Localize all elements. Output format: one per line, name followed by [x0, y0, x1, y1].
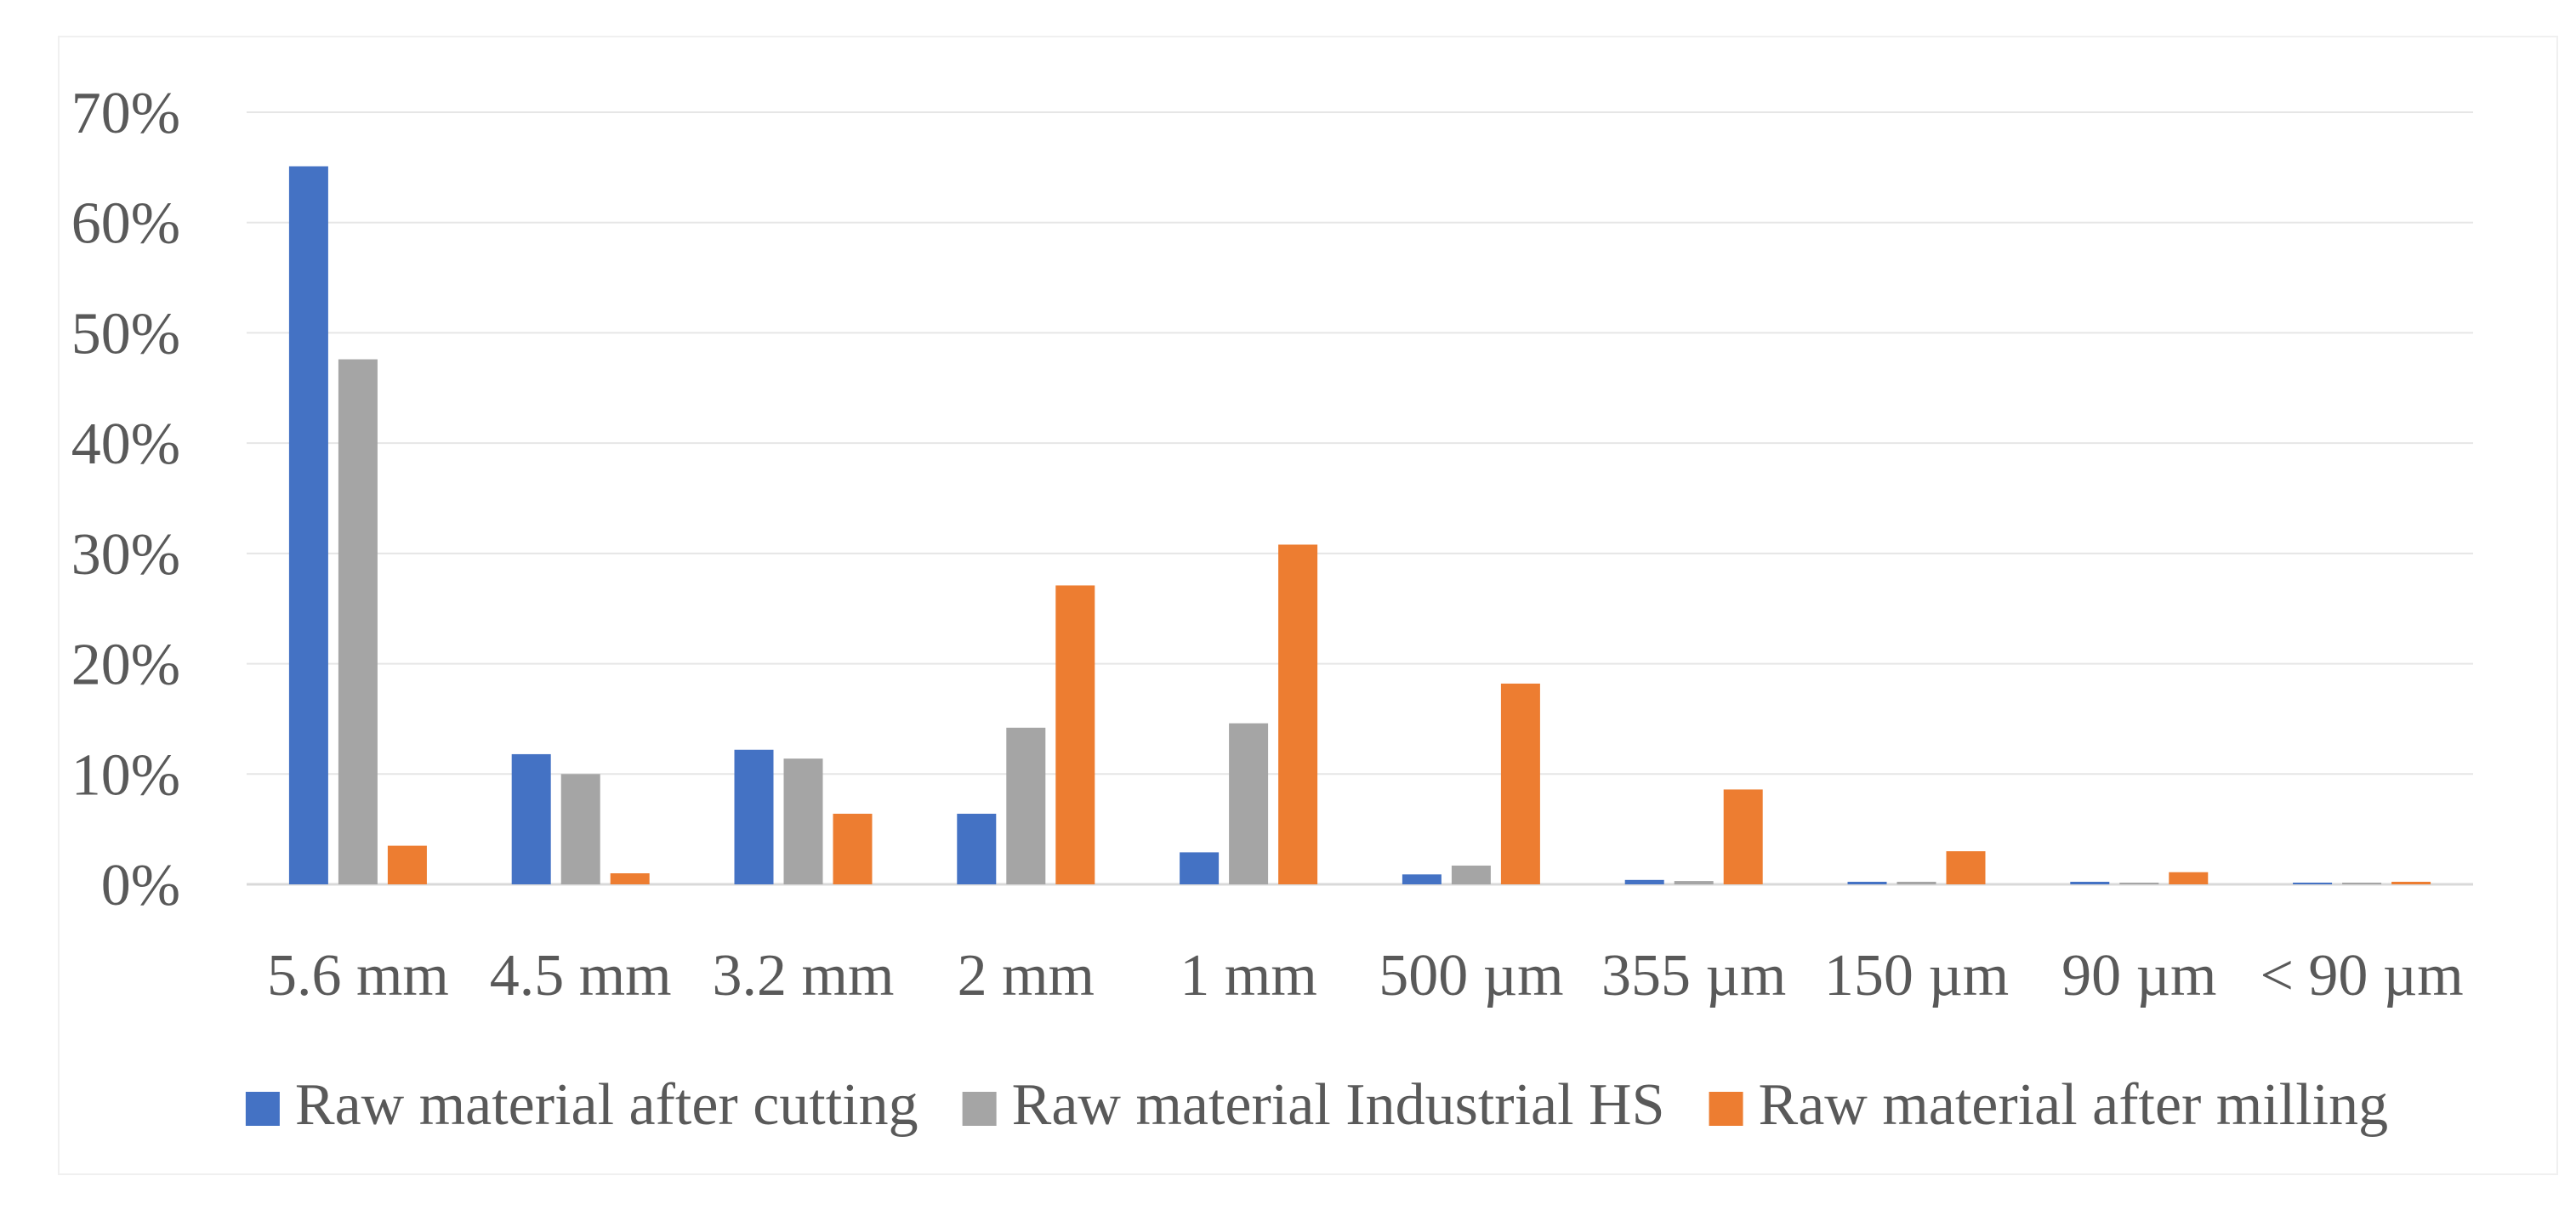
legend-swatch: [245, 1092, 280, 1126]
legend-swatch: [1709, 1092, 1743, 1126]
bar: [2342, 883, 2382, 884]
y-tick-label: 40%: [71, 412, 180, 477]
x-tick-label: 90 µm: [2061, 943, 2216, 1008]
y-tick-label: 10%: [71, 742, 180, 808]
legend-label: Raw material after cutting: [295, 1072, 918, 1138]
bar: [734, 749, 774, 884]
x-tick-label: 2 mm: [958, 943, 1095, 1008]
legend-item: Raw material after cutting: [245, 1072, 918, 1138]
x-tick-label: 500 µm: [1379, 943, 1563, 1008]
bar: [1402, 874, 1442, 884]
bar: [1723, 789, 1763, 884]
bar: [610, 873, 650, 884]
y-tick-label: 70%: [71, 81, 180, 146]
legend-label: Raw material Industrial HS: [1012, 1072, 1665, 1138]
legend-item: Raw material after milling: [1709, 1072, 2389, 1138]
x-tick-label: 150 µm: [1824, 943, 2009, 1008]
bars-layer: [288, 166, 2431, 884]
legend-label: Raw material after milling: [1759, 1072, 2389, 1138]
y-tick-label: 30%: [71, 522, 180, 588]
bar: [288, 166, 328, 884]
bar: [1500, 683, 1540, 884]
bar: [1451, 865, 1491, 884]
x-tick-label: 5.6 mm: [267, 943, 449, 1008]
bar: [2070, 882, 2110, 884]
legend-swatch: [962, 1092, 997, 1126]
bar: [1624, 879, 1664, 884]
x-axis-ticks: 5.6 mm 4.5 mm 3.2 mm 2 mm 1 mm 500 µm 355 µm 15…: [267, 943, 2464, 1008]
y-tick-label: 0%: [101, 853, 180, 918]
bar: [1278, 544, 1318, 884]
bar: [338, 359, 378, 884]
x-tick-label: 1 mm: [1180, 943, 1316, 1008]
bar: [1055, 585, 1095, 884]
bar: [560, 774, 600, 884]
y-axis-ticks: 0% 10% 20% 30% 40% 50% 60% 70%: [71, 81, 180, 918]
y-tick-label: 50%: [71, 301, 180, 366]
bar: [1180, 852, 1220, 884]
grid-layer: [247, 111, 2473, 886]
bar: [2391, 882, 2431, 884]
bar: [1896, 882, 1936, 884]
x-tick-label: 355 µm: [1601, 943, 1786, 1008]
bar: [2119, 883, 2159, 884]
legend-item: Raw material Industrial HS: [962, 1072, 1665, 1138]
bar: [1006, 727, 1046, 884]
bar: [1847, 882, 1887, 884]
bar: [1946, 851, 1986, 884]
bar: [2293, 883, 2333, 884]
y-tick-label: 60%: [71, 191, 180, 257]
bar: [511, 753, 551, 884]
y-tick-label: 20%: [71, 633, 180, 698]
x-tick-label: 3.2 mm: [713, 943, 895, 1008]
bar: [1674, 881, 1714, 884]
bar: [957, 813, 997, 884]
bar: [1229, 723, 1269, 884]
chart-frame: [58, 36, 2558, 1175]
bar: [783, 758, 823, 884]
bar: [833, 813, 873, 884]
bar: [387, 845, 427, 884]
x-tick-label: 4.5 mm: [490, 943, 672, 1008]
x-tick-label: < 90 µm: [2260, 943, 2463, 1008]
legend: Raw material after cutting Raw material I…: [245, 1072, 2389, 1138]
bar: [2169, 872, 2209, 884]
